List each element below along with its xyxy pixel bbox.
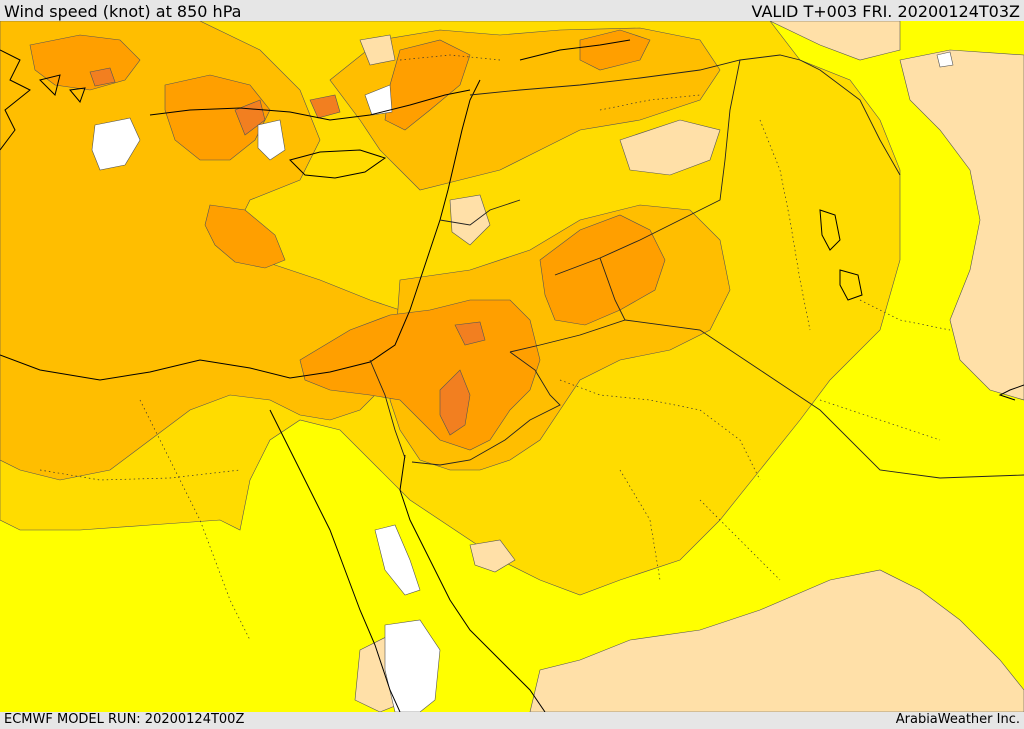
wind-zone-very-strong-4: [89, 67, 116, 87]
wind-zone-strong-turkey: [164, 74, 271, 161]
border-iran-iraq: [799, 59, 901, 176]
border-jordan-iraq: [509, 257, 626, 353]
map-canvas: [0, 21, 1024, 712]
province-lines-turkey: [399, 54, 701, 111]
wind-zone-calm-6: [936, 51, 954, 68]
wind-zone-very-strong-5: [309, 94, 341, 119]
province-lines-saudi: [559, 379, 781, 581]
model-run-label: ECMWF MODEL RUN: 20200124T00Z: [4, 712, 245, 727]
border-egypt-israel: [369, 359, 406, 459]
wind-zone-light-east: [899, 49, 1024, 401]
wind-zone-strong-med: [204, 204, 286, 269]
province-lines-egypt: [39, 399, 251, 641]
credit-label: ArabiaWeather Inc.: [895, 712, 1020, 727]
coastline-aegean: [0, 49, 86, 151]
coastline-turkey-south: [149, 89, 471, 121]
wind-zone-light-nw: [619, 119, 721, 176]
map-title: Wind speed (knot) at 850 hPa: [4, 2, 242, 21]
border-turkey-syria: [469, 54, 801, 96]
wind-zone-calm-2: [384, 619, 441, 712]
wind-zone-light-north: [359, 34, 396, 66]
wind-zone-light-sinai: [469, 539, 516, 573]
wind-zone-very-strong-2: [454, 321, 486, 346]
wind-zone-calm-5: [364, 84, 393, 116]
wind-zone-very-strong-1: [439, 369, 471, 436]
wind-zone-light-levant: [449, 194, 491, 246]
wind-zone-calm-1: [91, 117, 141, 171]
wind-speed-map: [0, 21, 1024, 712]
border-syria-iraq: [554, 59, 741, 276]
border-iraq-saudi: [624, 319, 1024, 479]
wind-zone-very-strong-3: [234, 99, 266, 136]
border-jordan-saudi: [411, 351, 561, 466]
valid-time-label: VALID T+003 FRI. 20200124T03Z: [751, 2, 1020, 21]
border-lebanon-syria: [439, 199, 521, 226]
wind-zone-calm-3: [374, 524, 421, 596]
coastline-red-sea-east: [399, 454, 546, 712]
coastline-cyprus: [289, 149, 387, 179]
coastline-east-lakes: [819, 209, 863, 301]
coastline-red-sea-west: [269, 409, 401, 712]
footer-bar: ECMWF MODEL RUN: 20200124T00Z ArabiaWeat…: [0, 712, 1024, 729]
header-bar: Wind speed (knot) at 850 hPa VALID T+003…: [0, 0, 1024, 21]
province-lines-iraq: [759, 119, 951, 441]
coastline-mediterranean: [0, 79, 481, 381]
wind-zone-calm-4: [257, 119, 286, 161]
coastline-black-sea: [519, 39, 631, 61]
coastline-persian-gulf: [998, 384, 1024, 401]
wind-zone-light-ne: [769, 21, 901, 61]
wind-zone-strong-ne: [579, 29, 651, 71]
wind-zone-light-se: [529, 569, 1024, 712]
